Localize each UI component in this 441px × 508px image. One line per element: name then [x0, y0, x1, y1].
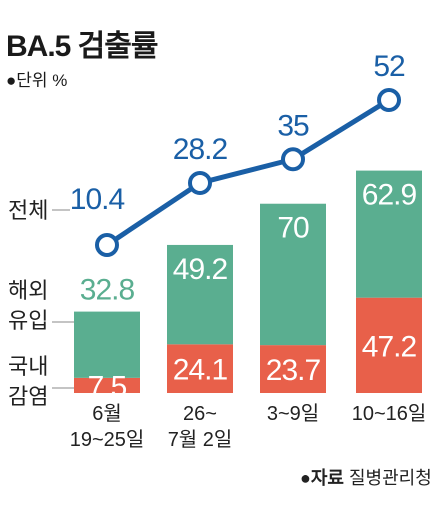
total-line-group: 10.4 28.2 35 52	[70, 50, 406, 257]
bar-overseas-3	[356, 170, 422, 298]
x-label-1-0: 26~	[183, 403, 217, 425]
x-label-2-0: 3~9일	[267, 402, 319, 425]
legend-total: 전체	[8, 198, 48, 223]
label-overseas-3: 62.9	[362, 179, 417, 212]
total-line	[105, 97, 391, 248]
x-label-0-0: 6월	[92, 402, 122, 425]
bar-domestic-0	[74, 377, 140, 393]
legend-domestic-line1: 국내	[8, 354, 48, 379]
label-total-2: 35	[277, 109, 309, 142]
label-domestic-1: 24.1	[173, 354, 228, 387]
bar-domestic-1	[167, 344, 233, 393]
label-overseas-0: 32.8	[80, 274, 135, 307]
total-point-0	[95, 233, 119, 257]
bar-overseas-0	[74, 311, 140, 378]
legend-overseas-line1: 해외	[8, 278, 48, 303]
x-label-3-0: 10~16일	[352, 402, 427, 425]
legend-overseas-line2: 유입	[8, 308, 48, 333]
total-point-1	[188, 170, 212, 195]
x-axis-labels: 6월 19~25일 26~ 7월 2일 3~9일 10~16일	[70, 402, 427, 451]
label-total-1: 28.2	[173, 133, 228, 166]
unit-label: ●단위 %	[6, 71, 67, 90]
source-bold: ●자료	[300, 468, 344, 488]
label-domestic-0: 7.5	[88, 370, 127, 403]
legend-domestic-line2: 감염	[8, 384, 48, 409]
bars-group	[74, 170, 422, 393]
label-total-0: 10.4	[70, 183, 125, 216]
label-total-3: 52	[373, 50, 405, 83]
label-overseas-1: 49.2	[173, 253, 228, 286]
x-label-0-1: 19~25일	[70, 428, 145, 451]
label-domestic-3: 47.2	[362, 330, 417, 363]
x-label-1-1: 7월 2일	[168, 428, 233, 451]
total-point-2	[281, 147, 305, 172]
total-point-3	[377, 88, 401, 112]
bar-overseas-1	[167, 244, 233, 345]
bar-overseas-2	[260, 203, 326, 346]
value-labels-group: 7.5 32.8 24.1 49.2 23.7 70 47.2 62.9	[80, 179, 418, 404]
chart-title: BA.5 검출률	[6, 30, 158, 63]
bar-domestic-3	[356, 297, 422, 393]
label-domestic-2: 23.7	[266, 354, 321, 387]
source-note: ●자료 질병관리청	[300, 468, 432, 488]
source-text: 질병관리청	[344, 468, 432, 488]
bar-domestic-2	[260, 345, 326, 393]
label-overseas-2: 70	[277, 212, 309, 245]
